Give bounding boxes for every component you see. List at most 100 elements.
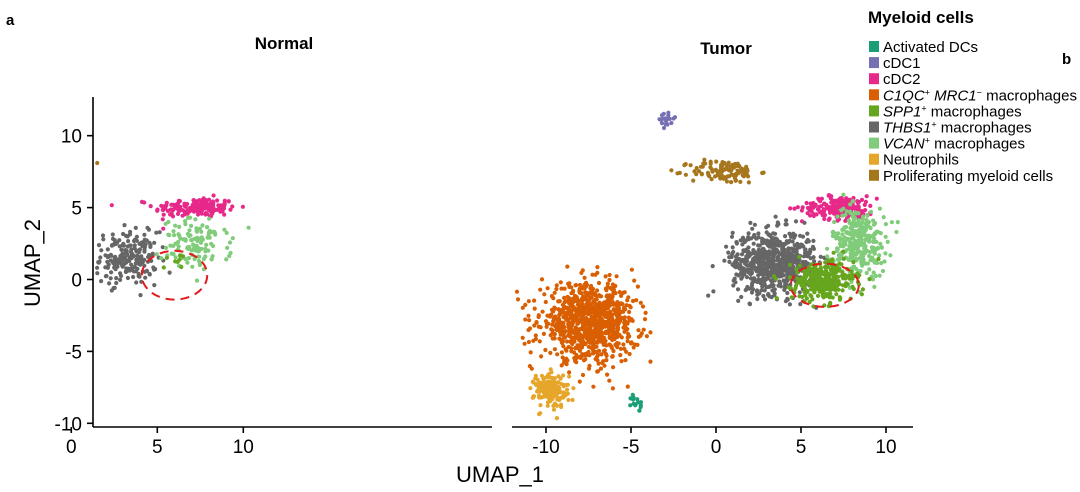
point-spp1 xyxy=(841,249,846,254)
point-c1qc xyxy=(635,342,640,347)
point-thbs1 xyxy=(752,222,758,227)
legend-item-thbs1: THBS1+ macrophages xyxy=(869,120,1032,137)
point-thbs1 xyxy=(782,251,787,256)
cluster-vcan xyxy=(154,215,251,283)
point-c1qc xyxy=(630,298,636,304)
point-proliferating xyxy=(731,173,736,178)
point-c1qc xyxy=(589,283,594,289)
point-c1qc xyxy=(598,337,603,342)
point-thbs1 xyxy=(806,239,811,244)
point-thbs1 xyxy=(724,244,729,249)
point-c1qc xyxy=(573,331,578,336)
point-spp1 xyxy=(859,292,865,297)
point-thbs1 xyxy=(811,238,816,243)
point-cdc1 xyxy=(661,125,667,131)
point-c1qc xyxy=(622,329,627,334)
point-c1qc xyxy=(622,346,627,351)
point-vcan xyxy=(171,251,176,257)
point-c1qc xyxy=(591,351,596,356)
point-vcan xyxy=(848,254,853,259)
point-neutrophils xyxy=(563,393,568,398)
point-thbs1 xyxy=(134,238,139,243)
point-cdc2 xyxy=(161,226,166,231)
point-thbs1 xyxy=(771,253,777,258)
point-c1qc xyxy=(619,359,624,364)
point-vcan xyxy=(163,221,168,226)
point-c1qc xyxy=(599,352,604,357)
point-c1qc xyxy=(553,324,558,329)
point-vcan xyxy=(861,257,866,262)
point-c1qc xyxy=(608,285,613,291)
point-thbs1 xyxy=(780,244,786,250)
point-thbs1 xyxy=(761,246,766,251)
point-neutrophils xyxy=(558,395,564,400)
point-thbs1 xyxy=(757,291,762,296)
point-thbs1 xyxy=(778,260,783,265)
point-thbs1 xyxy=(114,280,119,286)
point-thbs1 xyxy=(126,239,131,244)
point-c1qc xyxy=(564,356,569,361)
point-thbs1 xyxy=(767,284,772,289)
point-c1qc xyxy=(612,333,617,338)
point-c1qc xyxy=(602,348,607,353)
point-c1qc xyxy=(628,341,634,346)
point-c1qc xyxy=(610,329,616,335)
point-cdc2 xyxy=(804,200,809,206)
point-vcan xyxy=(191,242,196,247)
point-c1qc xyxy=(622,320,627,325)
point-cdc2 xyxy=(173,205,178,210)
point-thbs1 xyxy=(138,262,143,267)
point-cdc2 xyxy=(819,204,824,209)
point-vcan xyxy=(837,241,843,246)
point-vcan xyxy=(866,220,871,225)
point-cdc2 xyxy=(240,204,245,209)
point-thbs1 xyxy=(785,297,790,302)
point-c1qc xyxy=(597,300,602,305)
point-thbs1 xyxy=(131,274,136,280)
point-proliferating xyxy=(705,170,711,175)
point-c1qc xyxy=(639,331,644,336)
point-c1qc xyxy=(590,309,595,314)
point-spp1 xyxy=(828,288,833,293)
point-thbs1 xyxy=(733,254,739,259)
point-c1qc xyxy=(648,359,653,364)
point-vcan xyxy=(246,225,251,230)
point-thbs1 xyxy=(783,234,788,239)
point-c1qc xyxy=(582,322,587,327)
point-c1qc xyxy=(586,339,591,344)
point-spp1 xyxy=(823,260,828,265)
point-cdc2 xyxy=(863,199,869,204)
point-proliferating xyxy=(724,179,730,184)
point-thbs1 xyxy=(135,253,140,258)
point-cdc2 xyxy=(856,203,861,208)
point-thbs1 xyxy=(792,243,797,248)
point-c1qc xyxy=(575,321,580,326)
point-cdc2 xyxy=(228,207,233,212)
point-vcan xyxy=(851,234,856,239)
point-thbs1 xyxy=(734,241,740,246)
point-vcan xyxy=(851,212,856,217)
legend-swatch xyxy=(869,169,879,181)
point-cdc2 xyxy=(203,206,208,211)
point-vcan xyxy=(849,247,854,252)
point-c1qc xyxy=(615,313,620,318)
point-c1qc xyxy=(565,312,570,317)
point-c1qc xyxy=(543,299,548,305)
point-cdc2 xyxy=(805,205,811,211)
point-vcan xyxy=(847,232,853,237)
point-c1qc xyxy=(559,350,565,355)
point-c1qc xyxy=(523,302,528,307)
point-vcan xyxy=(860,217,865,222)
point-c1qc xyxy=(520,305,525,310)
point-c1qc xyxy=(564,315,569,320)
point-spp1 xyxy=(851,260,856,265)
point-c1qc xyxy=(555,352,560,357)
point-c1qc xyxy=(552,332,557,337)
point-proliferating xyxy=(744,172,749,177)
point-c1qc xyxy=(574,355,579,361)
point-spp1 xyxy=(838,296,843,301)
point-neutrophils xyxy=(551,389,557,394)
point-vcan xyxy=(205,225,210,230)
point-c1qc xyxy=(538,287,543,292)
